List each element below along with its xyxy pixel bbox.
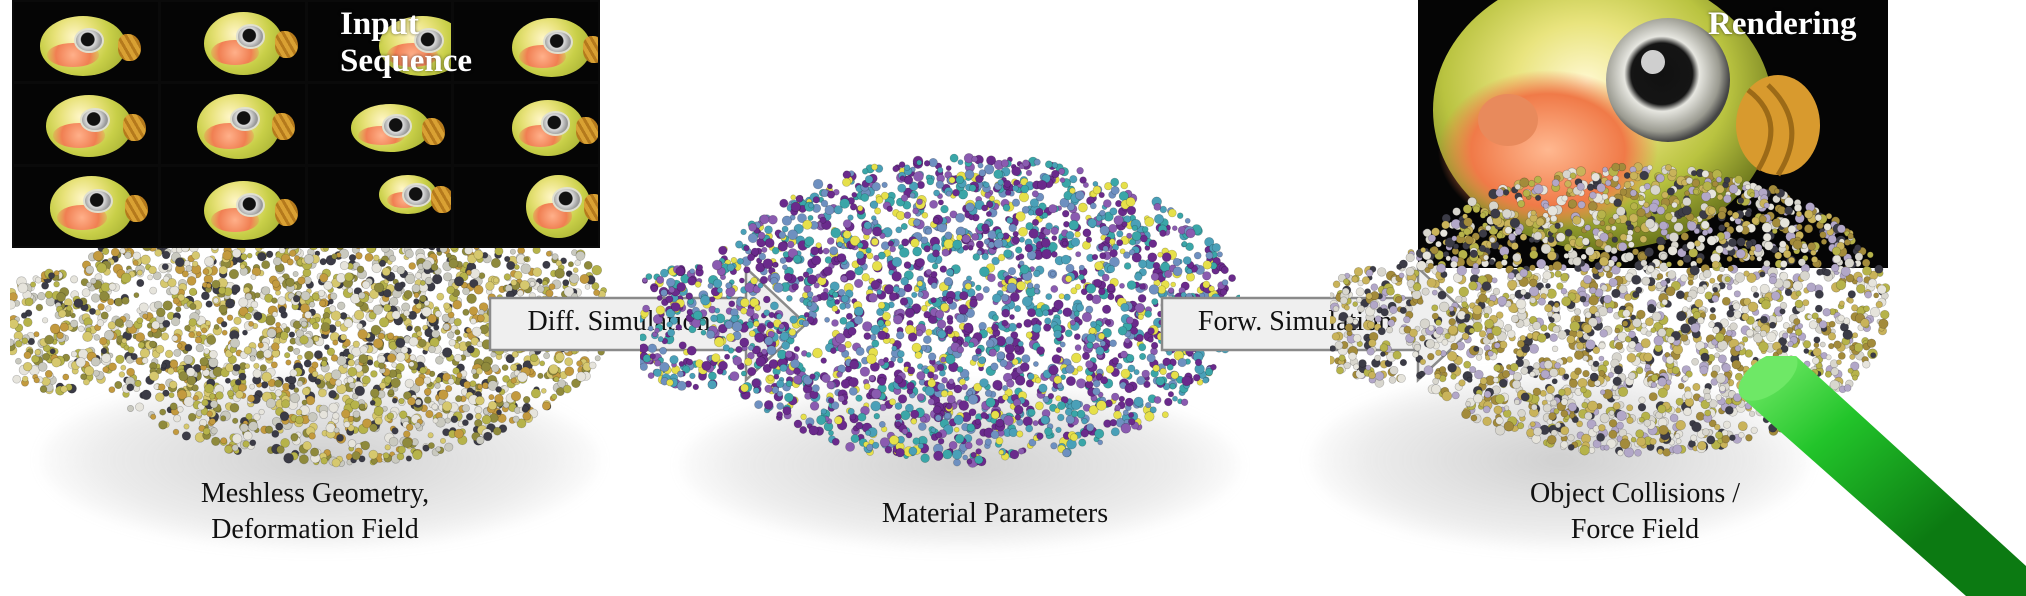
input-sequence-title: Input Sequence xyxy=(340,6,472,79)
collision-point-cloud xyxy=(1330,162,1890,458)
input-frame-thumbnail xyxy=(307,84,452,164)
input-frame-thumbnail xyxy=(160,166,305,246)
input-frame-thumbnail xyxy=(454,84,598,164)
geometry-caption: Meshless Geometry, Deformation Field xyxy=(150,476,480,548)
input-sequence-grid xyxy=(12,0,600,248)
geometry-caption-line2: Deformation Field xyxy=(211,514,419,545)
diff-simulation-arrow xyxy=(488,265,808,383)
input-frame-thumbnail xyxy=(307,2,452,82)
collision-caption: Object Collisions / Force Field xyxy=(1470,476,1800,548)
input-frame-thumbnail xyxy=(160,2,305,82)
input-frame-thumbnail xyxy=(454,2,598,82)
input-frame-thumbnail xyxy=(454,166,598,246)
input-frame-thumbnail xyxy=(14,2,158,82)
input-frame-thumbnail xyxy=(14,166,158,246)
material-point-cloud xyxy=(640,153,1240,468)
geometry-caption-line1: Meshless Geometry, xyxy=(200,478,430,509)
input-frame-thumbnail xyxy=(307,166,452,246)
collision-caption-line2: Force Field xyxy=(1570,514,1700,545)
rendering-title: Rendering xyxy=(1708,6,1857,42)
input-frame-thumbnail xyxy=(160,84,305,164)
green-stick-icon xyxy=(1738,356,2026,596)
collision-caption-line1: Object Collisions / xyxy=(1530,478,1740,509)
input-frame-thumbnail xyxy=(14,84,158,164)
material-caption: Material Parameters xyxy=(881,498,1109,529)
